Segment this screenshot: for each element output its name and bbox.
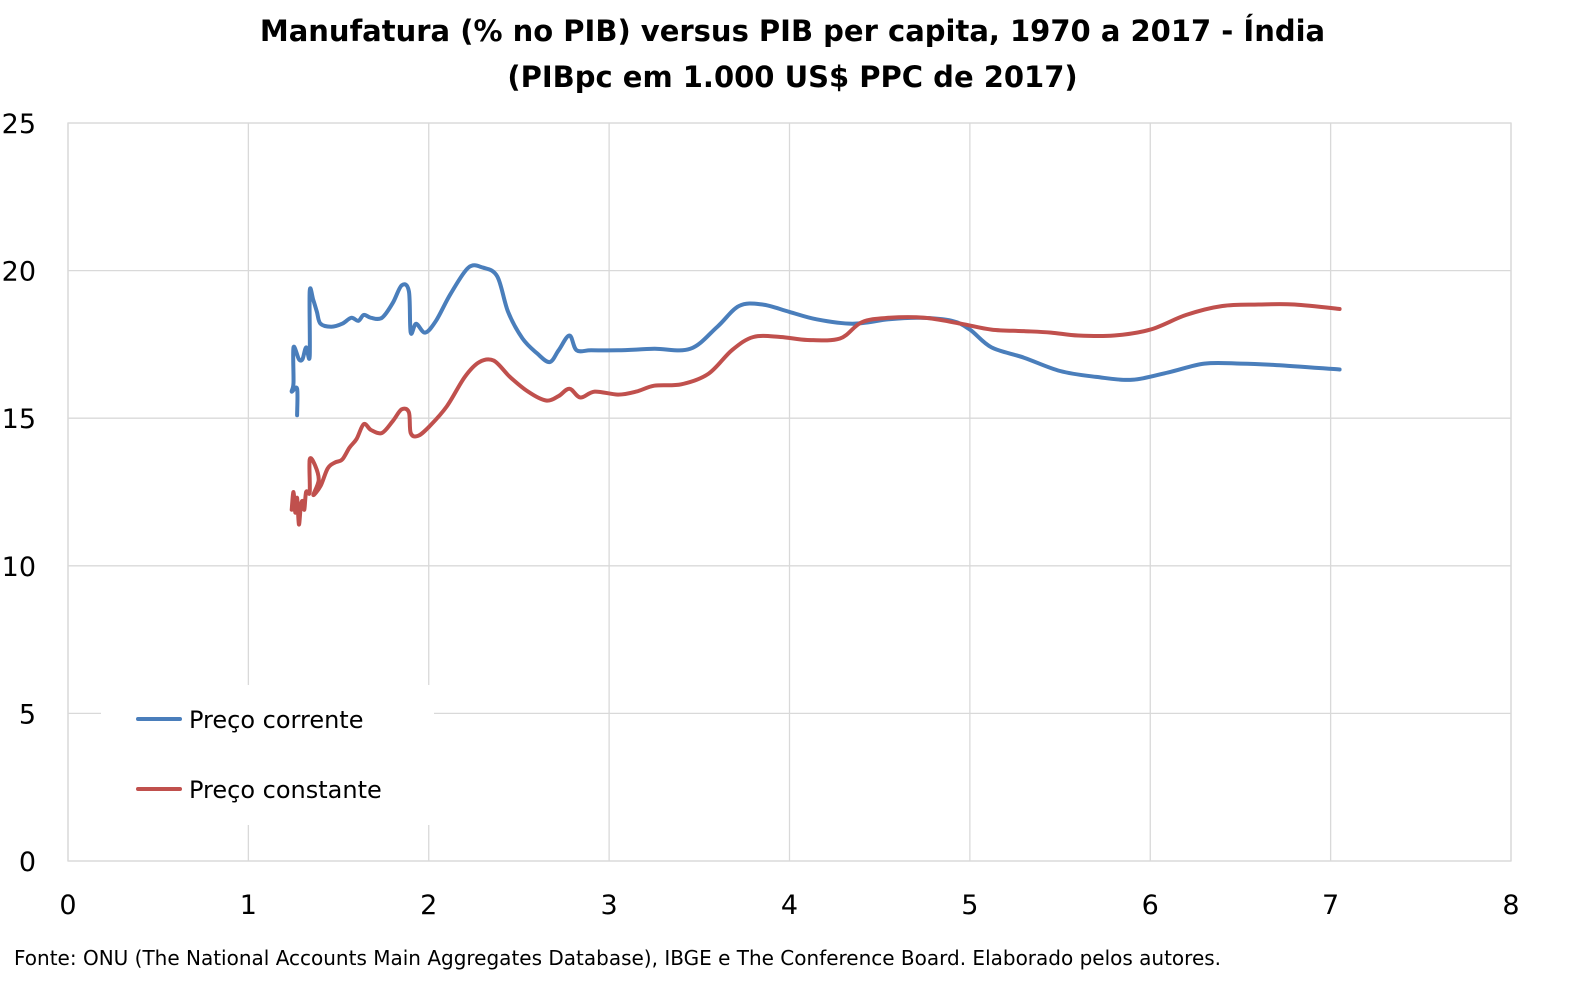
x-tick-label: 8 — [1502, 890, 1519, 921]
chart-subtitle: (PIBpc em 1.000 US$ PPC de 2017) — [507, 60, 1078, 94]
x-tick-label: 4 — [781, 890, 798, 921]
tick-layer: 0 1 2 3 4 5 6 7 8 0 5 10 15 20 25 — [2, 109, 1520, 921]
chart-title-block: Manufatura (% no PIB) versus PIB per cap… — [0, 8, 1585, 100]
series-line-preco-corrente — [289, 263, 1342, 418]
plot-frame — [67, 122, 1512, 862]
y-tick-label: 0 — [19, 847, 36, 878]
y-tick-label: 10 — [2, 552, 36, 583]
x-tick-label: 0 — [59, 890, 76, 921]
x-tick-label: 2 — [420, 890, 437, 921]
y-tick-label: 15 — [2, 404, 36, 435]
legend-box — [101, 685, 434, 825]
x-tick-label: 7 — [1322, 890, 1339, 921]
legend-label: Preço corrente — [189, 706, 363, 734]
x-tick-label: 5 — [961, 890, 978, 921]
legend: Preço corrente Preço constante — [136, 706, 382, 804]
series-layer — [289, 263, 1342, 527]
x-tick-label: 3 — [601, 890, 618, 921]
y-tick-label: 25 — [2, 109, 36, 140]
x-tick-label: 1 — [240, 890, 257, 921]
source-note: Fonte: ONU (The National Accounts Main A… — [14, 946, 1222, 970]
legend-label: Preço constante — [189, 776, 382, 804]
chart-title: Manufatura (% no PIB) versus PIB per cap… — [259, 14, 1326, 48]
y-tick-label: 20 — [2, 257, 36, 288]
x-tick-label: 6 — [1142, 890, 1159, 921]
series-line-preco-constante — [289, 302, 1342, 527]
y-tick-label: 5 — [19, 699, 36, 730]
